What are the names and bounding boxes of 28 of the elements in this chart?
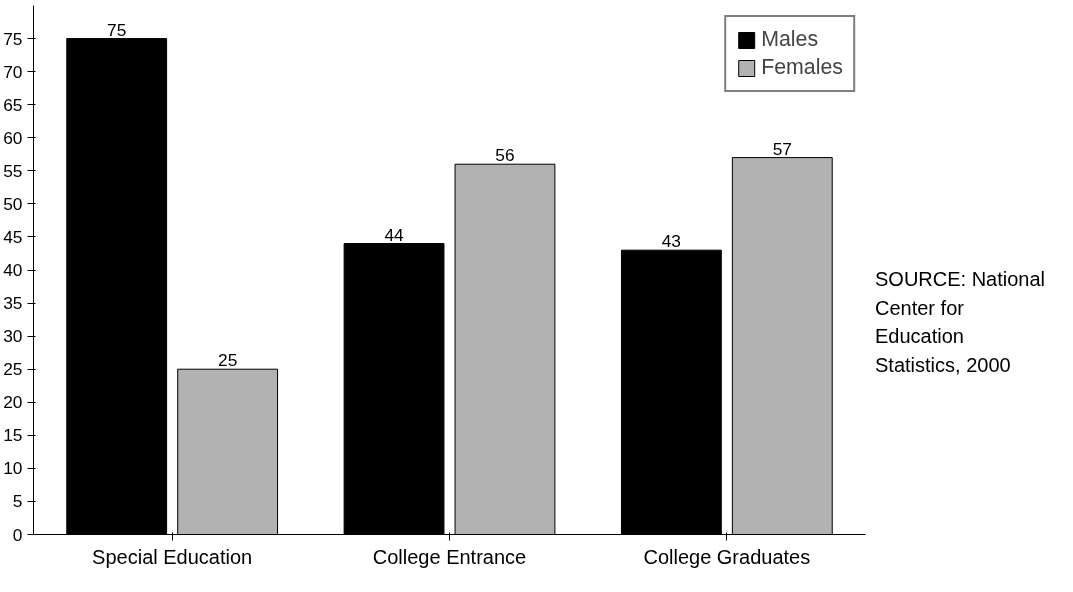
y-tick-label: 75: [3, 28, 23, 49]
y-tick-label: 50: [3, 193, 23, 214]
y-tick-label: 10: [3, 458, 23, 479]
source-note: SOURCE: National Center for Education Statistics, 2000: [875, 267, 1047, 378]
y-tick-label: 0: [12, 524, 23, 545]
data-label: 43: [661, 231, 682, 252]
data-label: 25: [218, 350, 238, 371]
x-tick-label: College Entrance: [372, 545, 527, 568]
y-tick-label: 30: [3, 326, 23, 347]
legend-label: Males: [761, 27, 819, 52]
y-tick-label: 20: [3, 392, 23, 413]
y-tick-label: 40: [3, 260, 23, 280]
x-tick-label: Special Education: [92, 545, 253, 568]
data-label: 57: [772, 138, 792, 159]
y-tick-label: 60: [3, 127, 23, 148]
y-tick-label: 55: [3, 160, 23, 181]
y-tick-label: 15: [3, 425, 23, 446]
y-tick-label: 5: [12, 491, 23, 512]
y-tick-label: 35: [3, 293, 23, 314]
x-tick-label: College Graduates: [643, 545, 811, 568]
data-label: 56: [495, 145, 515, 166]
data-label: 75: [107, 19, 127, 40]
y-tick-label: 25: [3, 359, 23, 380]
y-tick-label: 45: [3, 226, 23, 247]
data-label: 44: [384, 224, 405, 245]
legend-label: Females: [761, 55, 843, 80]
y-tick-label: 70: [3, 61, 23, 82]
y-tick-label: 65: [3, 94, 23, 115]
